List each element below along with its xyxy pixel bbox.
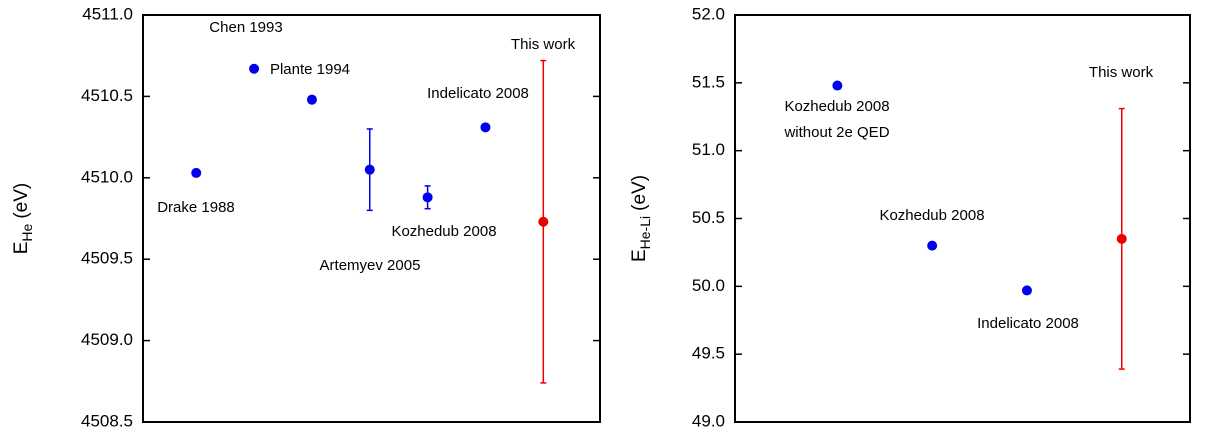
y-tick-label: 4511.0 [82, 4, 133, 23]
y-axis-label-unit: (eV) [629, 175, 650, 211]
y-tick-label: 4508.5 [81, 411, 133, 430]
y-axis-label-main: E [11, 242, 32, 255]
point-label: Kozhedub 2008 [391, 223, 496, 240]
y-axis-label-unit: (eV) [11, 183, 32, 219]
y-tick-label: 51.0 [692, 140, 725, 159]
point [191, 167, 202, 178]
point-label: This work [511, 36, 576, 53]
point [422, 192, 433, 203]
y-axis-label: EHe-Li (eV) [629, 175, 653, 262]
y-tick-label: 49.5 [692, 344, 725, 363]
point-label: Chen 1993 [209, 19, 282, 36]
y-tick-label: 51.5 [692, 72, 725, 91]
plot-frame [142, 14, 601, 423]
plot-frame [734, 14, 1191, 423]
y-tick-label: 50.5 [692, 208, 725, 227]
point [927, 240, 938, 251]
point-label: Indelicato 2008 [427, 85, 529, 102]
y-tick-label: 4510.0 [81, 167, 133, 186]
y-tick-label: 49.0 [692, 411, 725, 430]
point-label: This work [1089, 64, 1154, 81]
y-tick-label: 50.0 [692, 276, 725, 295]
point-label: Indelicato 2008 [977, 315, 1079, 332]
y-tick-label: 4509.5 [81, 249, 133, 268]
y-axis-label-sub: He-Li [637, 216, 653, 249]
y-tick-label: 4510.5 [81, 86, 133, 105]
y-tick-label: 4509.0 [81, 330, 133, 349]
y-axis-label-sub: He [19, 223, 35, 241]
point [1021, 285, 1032, 296]
y-axis-label: EHe (eV) [11, 183, 35, 255]
point [306, 94, 317, 105]
point-label: Kozhedub 2008 [879, 207, 984, 224]
point [832, 80, 843, 91]
point-label: Plante 1994 [270, 61, 350, 78]
point [364, 164, 375, 175]
point-label: without 2e QED [783, 124, 889, 141]
point [1116, 233, 1127, 244]
point-label: Artemyev 2005 [320, 257, 421, 274]
point-label: Drake 1988 [157, 199, 235, 216]
y-axis-label-main: E [629, 249, 650, 262]
point-label: Kozhedub 2008 [784, 98, 889, 115]
y-tick-label: 52.0 [692, 4, 725, 23]
point [538, 216, 549, 227]
point [480, 122, 491, 133]
point [249, 63, 260, 74]
